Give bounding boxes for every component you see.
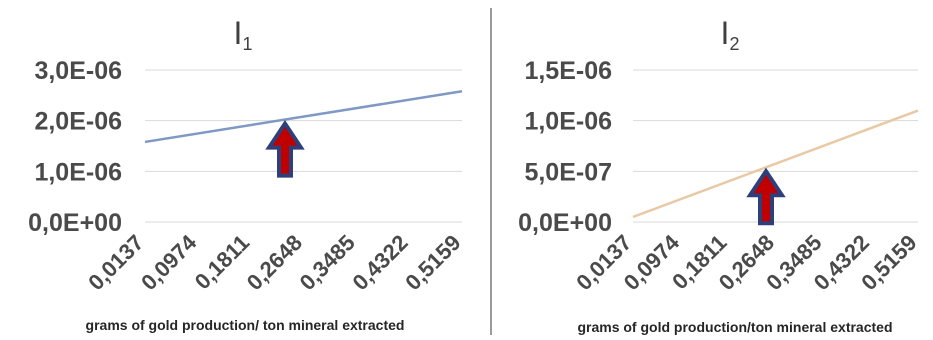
chart-title-main: I: [234, 15, 243, 51]
chart-title-subscript: 2: [729, 34, 739, 54]
highlight-arrow: [265, 119, 305, 178]
y-tick-label: 2,0E-06: [34, 108, 122, 136]
y-tick-label: 1,0E-06: [34, 158, 122, 186]
y-tick-label: 0,0E+00: [28, 209, 122, 237]
x-tick-label: 0,2648: [242, 230, 307, 295]
chart-title: I2: [721, 15, 740, 54]
chart-panel-1: I1 0,0E+00 1,0E-06 2,0E-06 3,0E-06 0,01370,09…: [28, 15, 465, 333]
y-tick-label: 1,0E-06: [524, 108, 612, 136]
highlight-arrow: [746, 167, 786, 226]
chart-panel-2: I20,0E+005,0E-071,0E-061,5E-060,01370,09…: [518, 15, 921, 335]
chart-title: I1: [234, 15, 253, 54]
x-tick-label: 0,4322: [347, 230, 412, 295]
chart-title-main: I: [721, 15, 730, 51]
y-tick-label: 3,0E-06: [34, 57, 122, 85]
chart-title-subscript: 1: [242, 34, 252, 54]
y-tick-label: 0,0E+00: [518, 209, 612, 237]
x-tick-label: 0,5159: [400, 230, 465, 295]
x-tick-label: 0,0974: [136, 229, 202, 295]
x-tick-label: 0,3485: [295, 230, 360, 295]
y-tick-label: 1,5E-06: [524, 57, 612, 85]
x-tick-label: 0,0137: [83, 230, 148, 295]
series-line: [144, 90, 463, 144]
y-tick-label: 5,0E-07: [524, 158, 612, 186]
x-tick-label: 0,1811: [190, 230, 254, 294]
x-axis-label: grams of gold production/ton mineral ext…: [577, 319, 892, 335]
x-axis-label: grams of gold production/ ton mineral ex…: [86, 317, 405, 333]
series-line: [632, 109, 919, 219]
